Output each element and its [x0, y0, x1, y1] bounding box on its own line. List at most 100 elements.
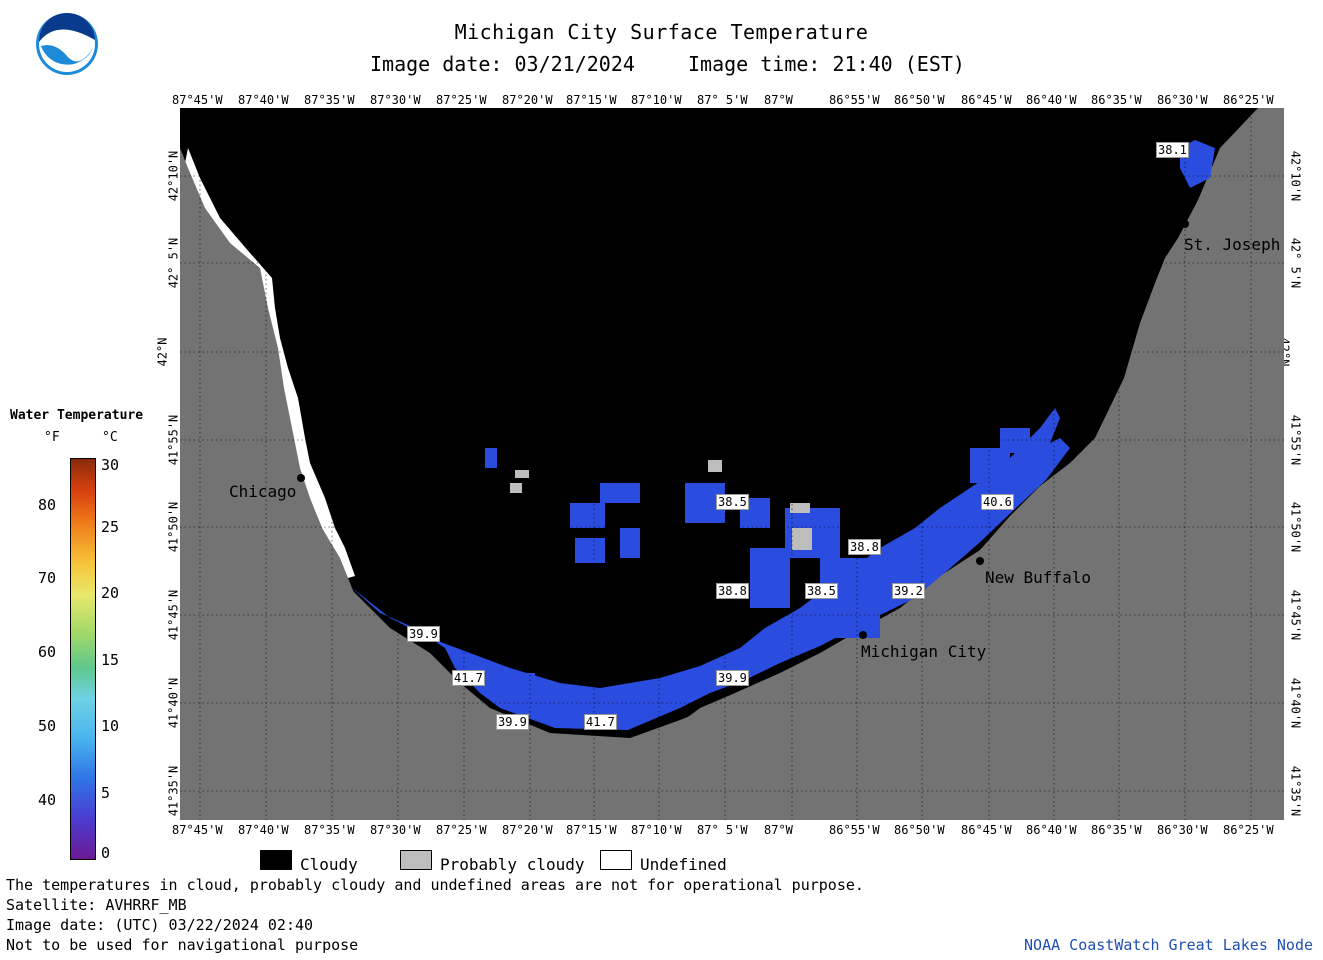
lon-label-bottom: 86°25'W [1223, 823, 1274, 837]
footer-disclaimer: The temperatures in cloud, probably clou… [6, 876, 864, 894]
lon-label-bottom: 87°W [764, 823, 793, 837]
lon-label-bottom: 87°15'W [566, 823, 617, 837]
lon-label-top: 87°10'W [631, 93, 682, 107]
lon-label-bottom: 87°10'W [631, 823, 682, 837]
legend-tick-f: 60 [38, 643, 57, 661]
lon-label-top: 87°40'W [238, 93, 289, 107]
temp-label: 38.1 [1156, 142, 1189, 158]
legend-tick-c: 0 [101, 844, 111, 862]
temp-label: 38.8 [716, 583, 749, 599]
lat-label-right: 41°55'N [1288, 414, 1303, 466]
michigan-city-marker [859, 631, 867, 639]
key-probably-cloudy-label: Probably cloudy [440, 855, 585, 874]
water-south [350, 438, 1070, 730]
probably-cloudy-patches [510, 460, 812, 550]
legend-tick-f: 50 [38, 717, 57, 735]
lake-cloud-area [180, 108, 1258, 743]
temp-label: 39.2 [892, 583, 925, 599]
st-joseph-marker [1181, 220, 1189, 228]
lon-label-top: 87°35'W [304, 93, 355, 107]
lat-label-left: 41°40'N [166, 677, 181, 729]
graticule [180, 108, 1284, 820]
lon-label-bottom: 87°45'W [172, 823, 223, 837]
lat-label-left: 42°10'N [166, 150, 181, 202]
lat-label-left: 41°35'N [166, 765, 181, 817]
temp-label: 41.7 [584, 714, 617, 730]
temp-label: 40.6 [981, 494, 1014, 510]
footer-credit: NOAA CoastWatch Great Lakes Node [1024, 936, 1313, 954]
new-buffalo-label: New Buffalo [985, 568, 1091, 587]
image-time: Image time: 21:40 (EST) [688, 52, 965, 76]
lon-label-top: 86°50'W [894, 93, 945, 107]
key-cloudy-label: Cloudy [300, 855, 358, 874]
lon-label-bottom: 87°35'W [304, 823, 355, 837]
lat-label-right: 41°50'N [1288, 501, 1303, 553]
lon-label-bottom: 86°30'W [1157, 823, 1208, 837]
new-buffalo-marker [976, 557, 984, 565]
footer-nav-warning: Not to be used for navigational purpose [6, 936, 359, 954]
legend-tick-c: 5 [101, 784, 111, 802]
lat-label-left: 42°N [155, 337, 170, 367]
legend-tick-f: 70 [38, 569, 57, 587]
temp-label: 39.9 [716, 670, 749, 686]
st-joseph-label: St. Joseph [1184, 235, 1281, 254]
lat-label-right: 41°45'N [1288, 589, 1303, 641]
noaa-logo: NOAA [36, 12, 98, 75]
lon-label-bottom: 87°40'W [238, 823, 289, 837]
lon-label-top: 86°30'W [1157, 93, 1208, 107]
svg-text:NOAA: NOAA [55, 31, 79, 40]
chicago-label: Chicago [229, 482, 297, 501]
lat-label-right: 42° 5'N [1288, 237, 1303, 289]
lat-label-right: 41°40'N [1288, 677, 1303, 729]
legend-tick-c: 20 [101, 584, 120, 602]
legend-tick-f: 80 [38, 496, 57, 514]
footer-utc-date: Image date: (UTC) 03/22/2024 02:40 [6, 916, 314, 934]
legend-tick-c: 15 [101, 651, 120, 669]
lon-label-top: 87°45'W [172, 93, 223, 107]
map-title: Michigan City Surface Temperature [454, 20, 869, 44]
lon-label-bottom: 86°40'W [1026, 823, 1077, 837]
lon-label-bottom: 87°30'W [370, 823, 421, 837]
michigan-city-label: Michigan City [861, 642, 987, 661]
legend-title: Water Temperature [10, 408, 144, 423]
lon-label-top: 86°40'W [1026, 93, 1077, 107]
legend-tick-c: 25 [101, 518, 120, 536]
temperature-map [180, 108, 1284, 820]
lon-label-bottom: 87°20'W [502, 823, 553, 837]
lon-label-bottom: 86°45'W [961, 823, 1012, 837]
key-cloudy-swatch [260, 850, 292, 870]
legend-unit-c: °C [102, 430, 118, 445]
lon-label-bottom: 87° 5'W [697, 823, 748, 837]
lon-label-bottom: 87°25'W [436, 823, 487, 837]
lon-label-top: 87° 5'W [697, 93, 748, 107]
lon-label-top: 87°W [764, 93, 793, 107]
legend-tick-c: 30 [101, 456, 120, 474]
lon-label-bottom: 86°50'W [894, 823, 945, 837]
lat-label-right: 42°10'N [1288, 150, 1303, 202]
legend-colorbar [70, 458, 96, 860]
footer-satellite: Satellite: AVHRRF_MB [6, 896, 187, 914]
legend-unit-f: °F [44, 430, 60, 445]
lon-label-top: 86°25'W [1223, 93, 1274, 107]
temp-label: 38.8 [848, 539, 881, 555]
key-probably-cloudy-swatch [400, 850, 432, 870]
lat-label-left: 41°45'N [166, 589, 181, 641]
temp-label: 41.7 [452, 670, 485, 686]
lon-label-bottom: 86°35'W [1091, 823, 1142, 837]
temp-label: 39.9 [496, 714, 529, 730]
legend-tick-c: 10 [101, 717, 120, 735]
lat-label-right: 41°35'N [1288, 765, 1303, 817]
lat-label-left: 42° 5'N [166, 237, 181, 289]
lon-label-bottom: 86°55'W [829, 823, 880, 837]
lon-label-top: 86°45'W [961, 93, 1012, 107]
chicago-marker [297, 474, 305, 482]
lon-label-top: 87°15'W [566, 93, 617, 107]
lat-label-left: 41°55'N [166, 414, 181, 466]
legend-tick-f: 40 [38, 791, 57, 809]
lon-label-top: 86°55'W [829, 93, 880, 107]
temp-label: 38.5 [805, 583, 838, 599]
undefined-fringe-west [184, 148, 355, 578]
lon-label-top: 86°35'W [1091, 93, 1142, 107]
lon-label-top: 87°30'W [370, 93, 421, 107]
temp-label: 39.9 [407, 626, 440, 642]
